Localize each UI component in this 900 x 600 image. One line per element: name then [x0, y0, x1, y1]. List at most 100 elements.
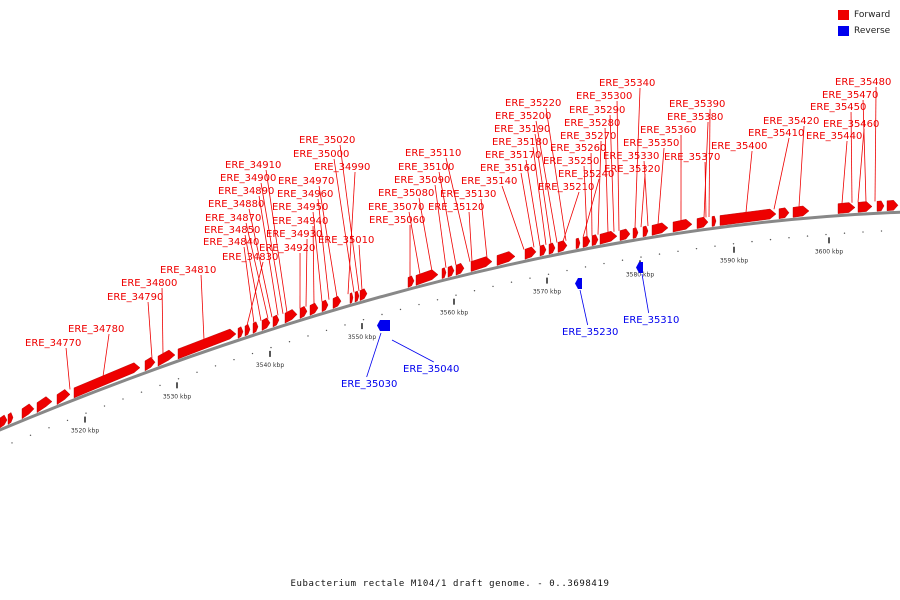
- legend-item-forward: Forward: [838, 8, 890, 22]
- forward-leader-line: [616, 100, 620, 231]
- forward-gene-label: ERE_35480: [835, 77, 891, 88]
- forward-gene-arrow: [591, 234, 599, 247]
- forward-gene-label: ERE_34920: [259, 243, 315, 254]
- forward-leader-line: [243, 246, 255, 324]
- forward-gene-label: ERE_35080: [378, 188, 434, 199]
- minor-tick: [344, 324, 346, 326]
- minor-tick: [11, 442, 13, 444]
- forward-gene-arrow: [349, 292, 354, 304]
- minor-tick: [325, 329, 328, 332]
- minor-tick: [214, 365, 217, 367]
- forward-leader-line: [333, 158, 355, 293]
- forward-gene-label: ERE_34770: [25, 338, 81, 349]
- forward-gene-label: ERE_34950: [272, 202, 328, 213]
- forward-gene-arrow: [407, 275, 415, 288]
- minor-tick: [381, 313, 383, 316]
- forward-leader-line: [318, 185, 338, 298]
- forward-leader-line: [312, 211, 323, 302]
- minor-tick: [825, 233, 827, 236]
- forward-leader-line: [609, 114, 615, 232]
- forward-gene-label: ERE_35290: [569, 105, 625, 116]
- forward-leader-line: [480, 198, 488, 258]
- minor-tick: [677, 250, 679, 253]
- forward-gene-arrow: [496, 251, 516, 266]
- minor-tick: [270, 346, 272, 349]
- minor-tick: [880, 230, 883, 232]
- minor-tick: [751, 240, 753, 243]
- forward-leader-line: [798, 125, 805, 207]
- minor-tick: [103, 405, 106, 407]
- forward-gene-label: ERE_35400: [711, 141, 767, 152]
- scale-tick-label: 3560 kbp: [440, 310, 468, 317]
- minor-tick: [473, 290, 476, 292]
- forward-leader-line: [248, 208, 273, 318]
- forward-gene-label: ERE_35420: [763, 116, 819, 127]
- minor-tick: [122, 398, 124, 400]
- minor-tick: [140, 391, 143, 393]
- forward-leader-line: [245, 222, 269, 319]
- minor-tick: [233, 358, 235, 361]
- forward-leader-line: [418, 197, 433, 272]
- forward-gene-arrow: [415, 269, 439, 286]
- forward-gene-arrow: [332, 295, 342, 309]
- scale-tick-label: 3600 kbp: [815, 248, 843, 255]
- forward-gene-label: ERE_35470: [822, 90, 878, 101]
- forward-leader-line: [850, 111, 853, 203]
- forward-leader-line: [317, 198, 330, 300]
- forward-gene-label: ERE_35090: [394, 175, 450, 186]
- forward-gene-arrow: [7, 412, 14, 425]
- forward-leader-line: [102, 333, 110, 377]
- scale-tick-label: 3520 kbp: [71, 428, 99, 435]
- minor-tick: [695, 247, 698, 250]
- forward-gene-label: ERE_35270: [560, 131, 616, 142]
- minor-tick: [48, 427, 50, 429]
- forward-gene-arrow: [284, 309, 298, 324]
- forward-gene-arrow: [36, 396, 53, 414]
- forward-gene-arrow: [651, 222, 669, 236]
- forward-swatch: [838, 10, 849, 20]
- forward-gene-label: ERE_34780: [68, 324, 124, 335]
- forward-gene-label: ERE_35130: [440, 189, 496, 200]
- forward-gene-label: ERE_35390: [669, 99, 725, 110]
- minor-tick: [769, 238, 772, 241]
- forward-gene-label: ERE_35380: [667, 112, 723, 123]
- forward-gene-label: ERE_34940: [272, 216, 328, 227]
- forward-gene-label: ERE_35170: [485, 150, 541, 161]
- forward-gene-arrow: [857, 201, 873, 213]
- forward-leader-line: [640, 173, 646, 228]
- forward-leader-line: [305, 238, 308, 307]
- legend-item-reverse: Reverse: [838, 24, 890, 38]
- forward-gene-arrow: [876, 200, 885, 212]
- forward-leader-line: [520, 172, 535, 248]
- forward-gene-label: ERE_35260: [550, 143, 606, 154]
- forward-gene-arrow: [672, 219, 693, 233]
- forward-gene-label: ERE_34970: [278, 176, 334, 187]
- minor-tick: [714, 245, 716, 247]
- forward-gene-arrow: [252, 321, 259, 334]
- forward-leader-line: [434, 184, 447, 268]
- minor-tick: [85, 412, 87, 414]
- forward-gene-label: ERE_35140: [461, 176, 517, 187]
- minor-tick: [307, 335, 309, 337]
- forward-leader-line: [583, 165, 588, 237]
- minor-tick: [806, 235, 809, 237]
- forward-gene-arrow: [778, 207, 790, 219]
- forward-gene-label: ERE_35450: [810, 102, 866, 113]
- forward-gene-label: ERE_34960: [277, 189, 333, 200]
- forward-gene-label: ERE_35280: [564, 118, 620, 129]
- forward-gene-arrow: [309, 302, 319, 316]
- forward-leader-line: [703, 121, 709, 218]
- scale-tick-label: 3530 kbp: [163, 393, 191, 400]
- minor-tick: [436, 299, 439, 301]
- forward-leader-line: [841, 140, 848, 204]
- forward-leader-line: [532, 146, 547, 245]
- forward-leader-line: [582, 178, 600, 238]
- forward-gene-label: ERE_35340: [599, 78, 655, 89]
- reverse-leader-line: [579, 289, 589, 326]
- forward-leader-line: [773, 137, 790, 210]
- forward-gene-label: ERE_35100: [398, 162, 454, 173]
- forward-leader-line: [562, 191, 580, 242]
- forward-gene-label: ERE_35370: [664, 152, 720, 163]
- reverse-gene-label: ERE_35030: [341, 379, 397, 390]
- forward-leader-line: [445, 157, 471, 262]
